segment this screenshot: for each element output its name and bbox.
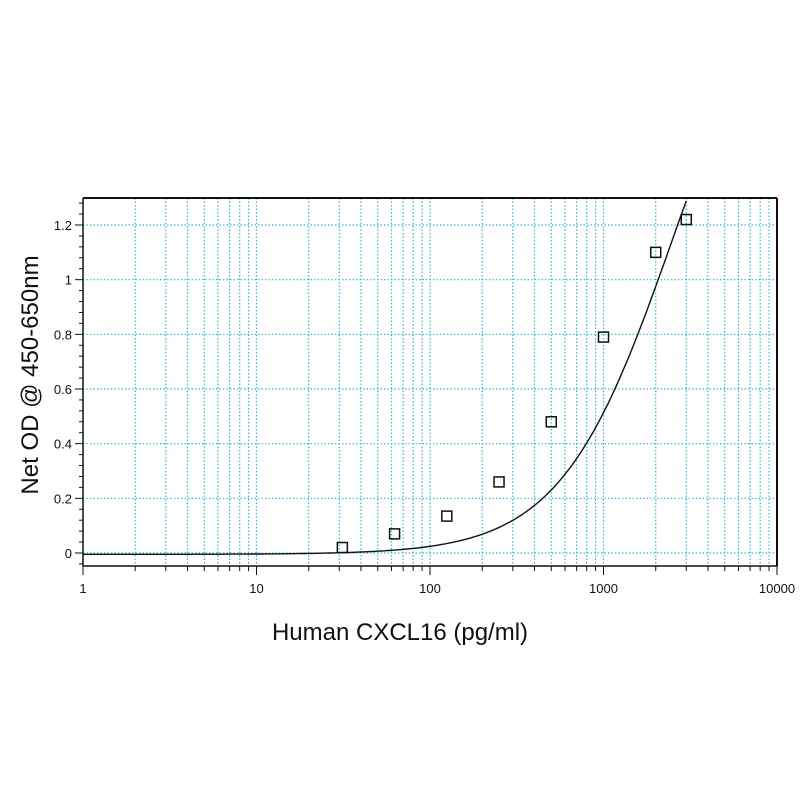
data-point-marker	[441, 510, 453, 522]
axes	[75, 197, 778, 575]
y-tick-label: 0.4	[54, 437, 72, 452]
y-tick-label: 1.2	[54, 218, 72, 233]
data-point-marker	[597, 331, 610, 343]
y-axis-title: Net OD @ 450-650nm	[17, 255, 44, 494]
standard-curve-line	[82, 200, 687, 556]
data-points	[336, 213, 693, 554]
x-tick-label: 1000	[589, 581, 618, 596]
data-point-marker	[388, 528, 401, 540]
y-tick-label: 0.6	[54, 382, 72, 397]
data-point-marker	[680, 213, 693, 226]
x-tick-label: 1	[79, 581, 86, 596]
y-tick-label: 0.8	[54, 327, 72, 342]
data-point-marker	[649, 246, 662, 259]
data-point-marker	[336, 541, 349, 554]
y-tick-label: 0	[65, 546, 72, 561]
fitted-curve	[82, 200, 687, 556]
tick-labels: 0 0.2 0.4 0.6 0.8 1 1.2 1 10 100 1000 10000	[54, 218, 795, 596]
x-axis-title: Human CXCL16 (pg/ml)	[272, 619, 528, 646]
data-point-marker	[493, 476, 505, 488]
data-point-marker	[545, 416, 558, 428]
x-tick-label: 10000	[759, 581, 795, 596]
y-tick-label: 0.2	[54, 491, 72, 506]
grid-lines	[83, 198, 777, 566]
x-tick-label: 100	[419, 581, 441, 596]
x-tick-label: 10	[249, 581, 263, 596]
y-tick-label: 1	[65, 273, 72, 288]
